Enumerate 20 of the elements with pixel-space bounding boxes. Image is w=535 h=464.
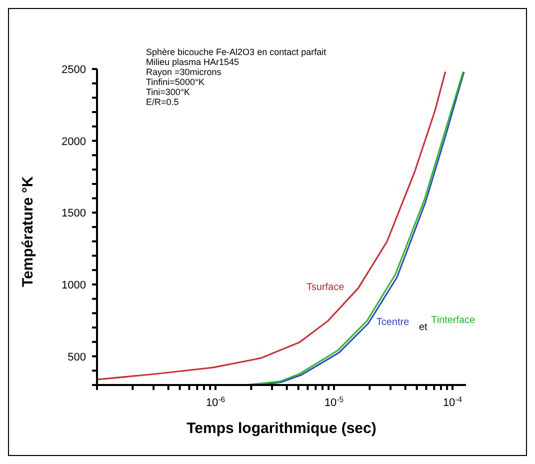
annotation: Tinfini=5000°K bbox=[146, 77, 206, 87]
x-tick-label: 10$^{-4}$ bbox=[442, 394, 463, 409]
y-tick-label: 500 bbox=[68, 351, 86, 364]
y-axis-title: Température °K bbox=[19, 176, 36, 287]
x-axis-title: Temps logarithmique (sec) bbox=[186, 420, 376, 437]
text: Milieu plasma HAr1545 bbox=[146, 57, 240, 67]
series-label: Tcentre bbox=[376, 317, 410, 328]
y-tick-label: 2000 bbox=[62, 136, 86, 148]
series-label: Tsurface bbox=[306, 282, 345, 294]
x-tick-label: 10$^{-6}$ bbox=[206, 394, 226, 409]
annotation: Tini=300°K bbox=[146, 87, 192, 97]
annotation: et bbox=[419, 322, 428, 333]
annotation: E/R=0.5 bbox=[146, 97, 180, 107]
annotation: Rayon =30microns bbox=[146, 67, 222, 77]
y-tick-label: 2500 bbox=[62, 64, 86, 76]
text: Tinterface bbox=[431, 314, 476, 326]
y-tick-label: 1000 bbox=[62, 279, 86, 292]
y-tick-label: 1500 bbox=[62, 208, 86, 220]
x-tick-label: 10$^{-5}$ bbox=[324, 394, 344, 409]
text: Sphère bicouche Fe-Al2O3 en contact parfait bbox=[146, 47, 326, 57]
